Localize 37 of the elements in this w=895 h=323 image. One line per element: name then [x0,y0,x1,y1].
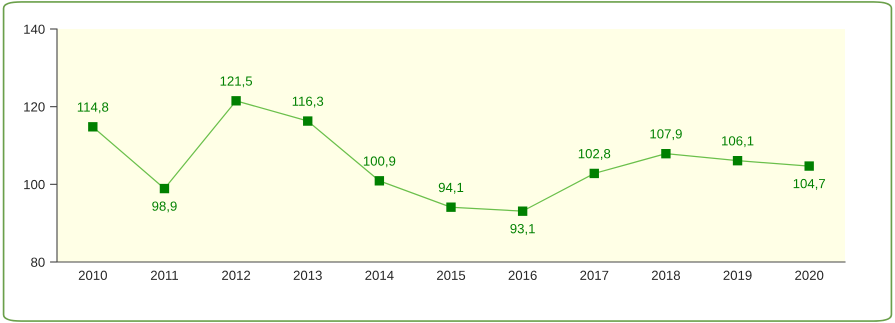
point [732,156,742,166]
x-tick-label: 2012 [222,270,250,280]
x-tick-label: 2013 [294,270,322,280]
data-label: 116,3 [292,96,324,108]
x-tick-label: 2010 [78,270,107,280]
y-tick-label: 100 [24,180,45,190]
x-tick-label: 2014 [365,270,394,280]
point [804,161,814,171]
x-tick-label: 2020 [795,270,824,280]
y-tick-label: 80 [31,258,45,267]
x-tick-label: 2019 [724,270,752,280]
point [518,206,528,216]
x-tick-label: 2011 [150,270,178,280]
data-label: 121,5 [220,76,252,88]
data-label: 114,8 [78,102,108,114]
point [88,122,98,132]
x-tick-label: 2018 [652,270,680,280]
data-label: 102,8 [578,149,610,160]
point [160,184,170,194]
y-tick-label: 140 [24,24,45,34]
point [661,148,671,158]
point [374,176,384,186]
x-tick-label: 2017 [580,270,608,280]
point [446,202,456,212]
data-label: 106,1 [722,136,754,148]
data-label: 94,1 [438,182,464,194]
data-label: 100,9 [364,156,396,168]
data-label: 107,9 [650,129,682,140]
data-label: 98,9 [152,201,177,212]
y-tick-label: 120 [24,102,45,112]
point [303,116,312,126]
point [231,96,241,106]
x-tick-label: 2016 [508,270,537,280]
x-tick-label: 2015 [436,270,466,280]
data-label: 93,1 [510,224,535,235]
point [590,168,599,178]
data-label: 104,7 [794,178,826,190]
